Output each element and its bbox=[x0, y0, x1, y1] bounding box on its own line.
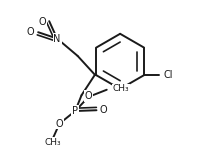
Text: O: O bbox=[100, 105, 108, 115]
Text: P: P bbox=[72, 106, 78, 116]
Text: CH₃: CH₃ bbox=[113, 84, 129, 93]
Text: O: O bbox=[27, 27, 34, 37]
Text: CH₃: CH₃ bbox=[45, 138, 61, 147]
Text: O: O bbox=[56, 119, 63, 129]
Text: O: O bbox=[85, 91, 92, 101]
Text: N: N bbox=[53, 34, 61, 44]
Text: Cl: Cl bbox=[164, 70, 173, 80]
Text: O: O bbox=[38, 17, 46, 27]
